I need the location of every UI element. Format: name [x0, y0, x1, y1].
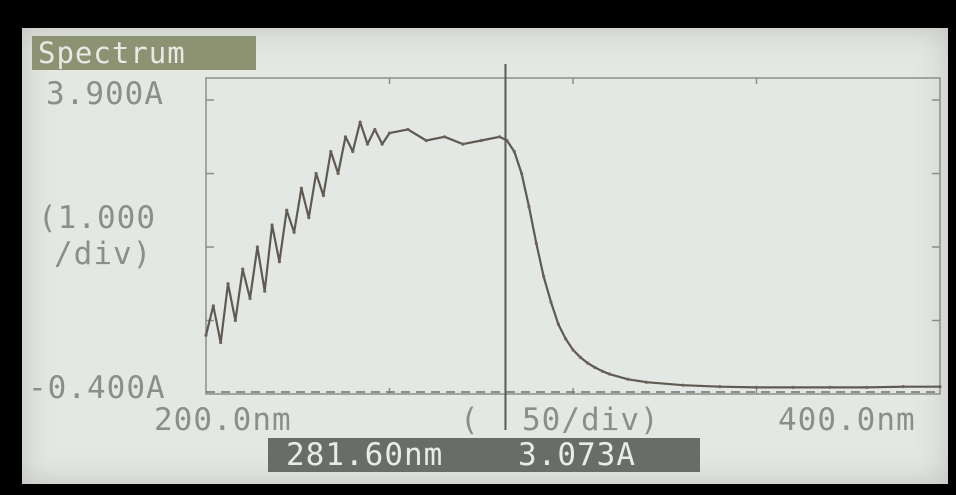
data-point [600, 369, 604, 373]
data-point [241, 267, 245, 271]
data-point [219, 340, 223, 345]
data-point [321, 193, 326, 198]
data-point [527, 205, 531, 209]
data-point [211, 304, 215, 308]
readout-absorbance: 3.073A [518, 437, 636, 473]
data-point [406, 127, 410, 132]
data-point [292, 230, 296, 234]
data-point [270, 223, 274, 227]
data-point [901, 385, 905, 389]
data-point [373, 127, 377, 132]
data-point [226, 282, 230, 286]
series-line-0 [204, 120, 940, 389]
data-point [299, 186, 304, 190]
x-right-label: 400.0nm [778, 402, 916, 438]
data-point [556, 322, 560, 326]
data-point [681, 383, 685, 387]
data-point [626, 377, 630, 381]
data-point [865, 385, 869, 389]
spectrum-screen: Spectrum 3.900A (1.000 /div) -0.400A 200… [22, 28, 948, 484]
x-scale-label: 50/div) [522, 402, 660, 438]
data-point [571, 348, 575, 352]
data-point [938, 385, 942, 389]
data-point [204, 333, 208, 337]
data-point [549, 300, 553, 304]
data-point [233, 318, 237, 323]
spectrum-plot [204, 64, 942, 430]
y-bottom-label: -0.400A [28, 370, 166, 406]
cursor-readout: 281.60nm 3.073A [268, 438, 700, 472]
data-point [791, 385, 795, 389]
data-point [564, 337, 568, 341]
data-point [644, 380, 649, 384]
data-point [336, 171, 340, 176]
y-top-label: 3.900A [46, 76, 164, 112]
y-scale-label-line2: /div) [54, 236, 153, 272]
data-point [828, 385, 832, 389]
data-point [461, 142, 465, 146]
data-point [479, 138, 483, 143]
data-point [358, 120, 362, 124]
data-point [329, 149, 333, 154]
data-point [387, 131, 392, 135]
data-point [578, 355, 582, 359]
data-point [365, 142, 370, 146]
data-point [718, 385, 722, 389]
x-scale-label-open: ( [460, 402, 480, 438]
data-point [498, 135, 502, 139]
data-point [277, 260, 281, 264]
data-point [351, 149, 355, 154]
data-point [263, 289, 267, 293]
y-scale-label-line1: (1.000 [38, 200, 156, 236]
data-point [314, 171, 318, 176]
data-point [754, 385, 759, 389]
data-point [248, 296, 252, 301]
data-point [542, 274, 546, 279]
data-point [285, 208, 289, 212]
data-point [380, 142, 384, 146]
x-left-label: 200.0nm [154, 402, 292, 438]
data-point [520, 171, 524, 176]
data-point [586, 361, 590, 365]
plot-frame [205, 77, 941, 395]
data-point [608, 372, 612, 376]
data-point [442, 135, 447, 139]
data-point [593, 365, 597, 370]
data-point [343, 135, 348, 139]
data-point [512, 149, 516, 154]
data-point [534, 241, 538, 245]
screen-title: Spectrum [32, 36, 256, 70]
data-point [307, 216, 311, 220]
data-point [424, 138, 428, 143]
data-point [255, 245, 259, 249]
readout-wavelength: 281.60nm [286, 437, 444, 473]
